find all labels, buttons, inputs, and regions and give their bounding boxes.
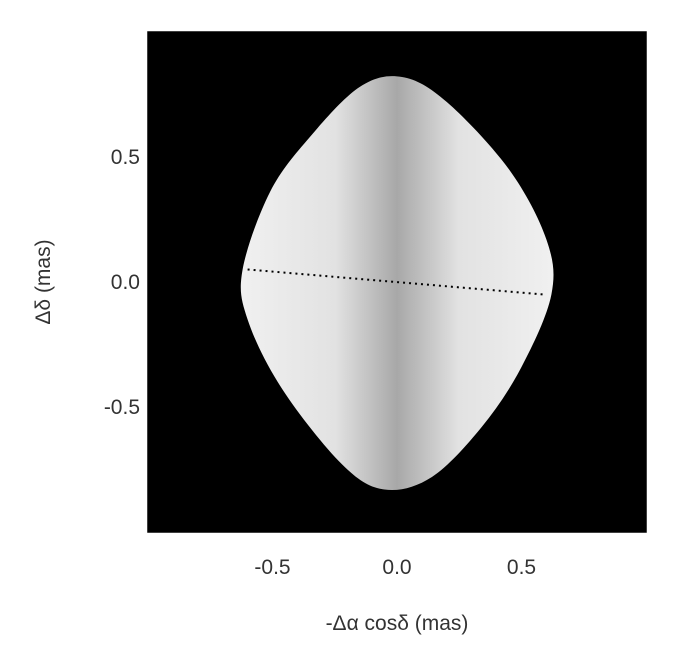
y-tick-label: 0.0 bbox=[111, 271, 140, 294]
y-axis-label: Δδ (mas) bbox=[32, 239, 55, 324]
ticks-group bbox=[148, 32, 646, 532]
dotted-line bbox=[247, 268, 544, 296]
x-axis-label: -Δα cosδ (mas) bbox=[326, 612, 469, 635]
x-tick-label: -0.5 bbox=[254, 556, 290, 579]
x-tick-label: 0.0 bbox=[382, 556, 411, 579]
y-tick-label: 0.5 bbox=[111, 146, 140, 169]
x-tick-label: 0.5 bbox=[507, 556, 536, 579]
tick-labels-group: -0.5 0.0 0.5 0.5 0.0 -0.5 bbox=[104, 146, 536, 579]
y-tick-label: -0.5 bbox=[104, 396, 140, 419]
